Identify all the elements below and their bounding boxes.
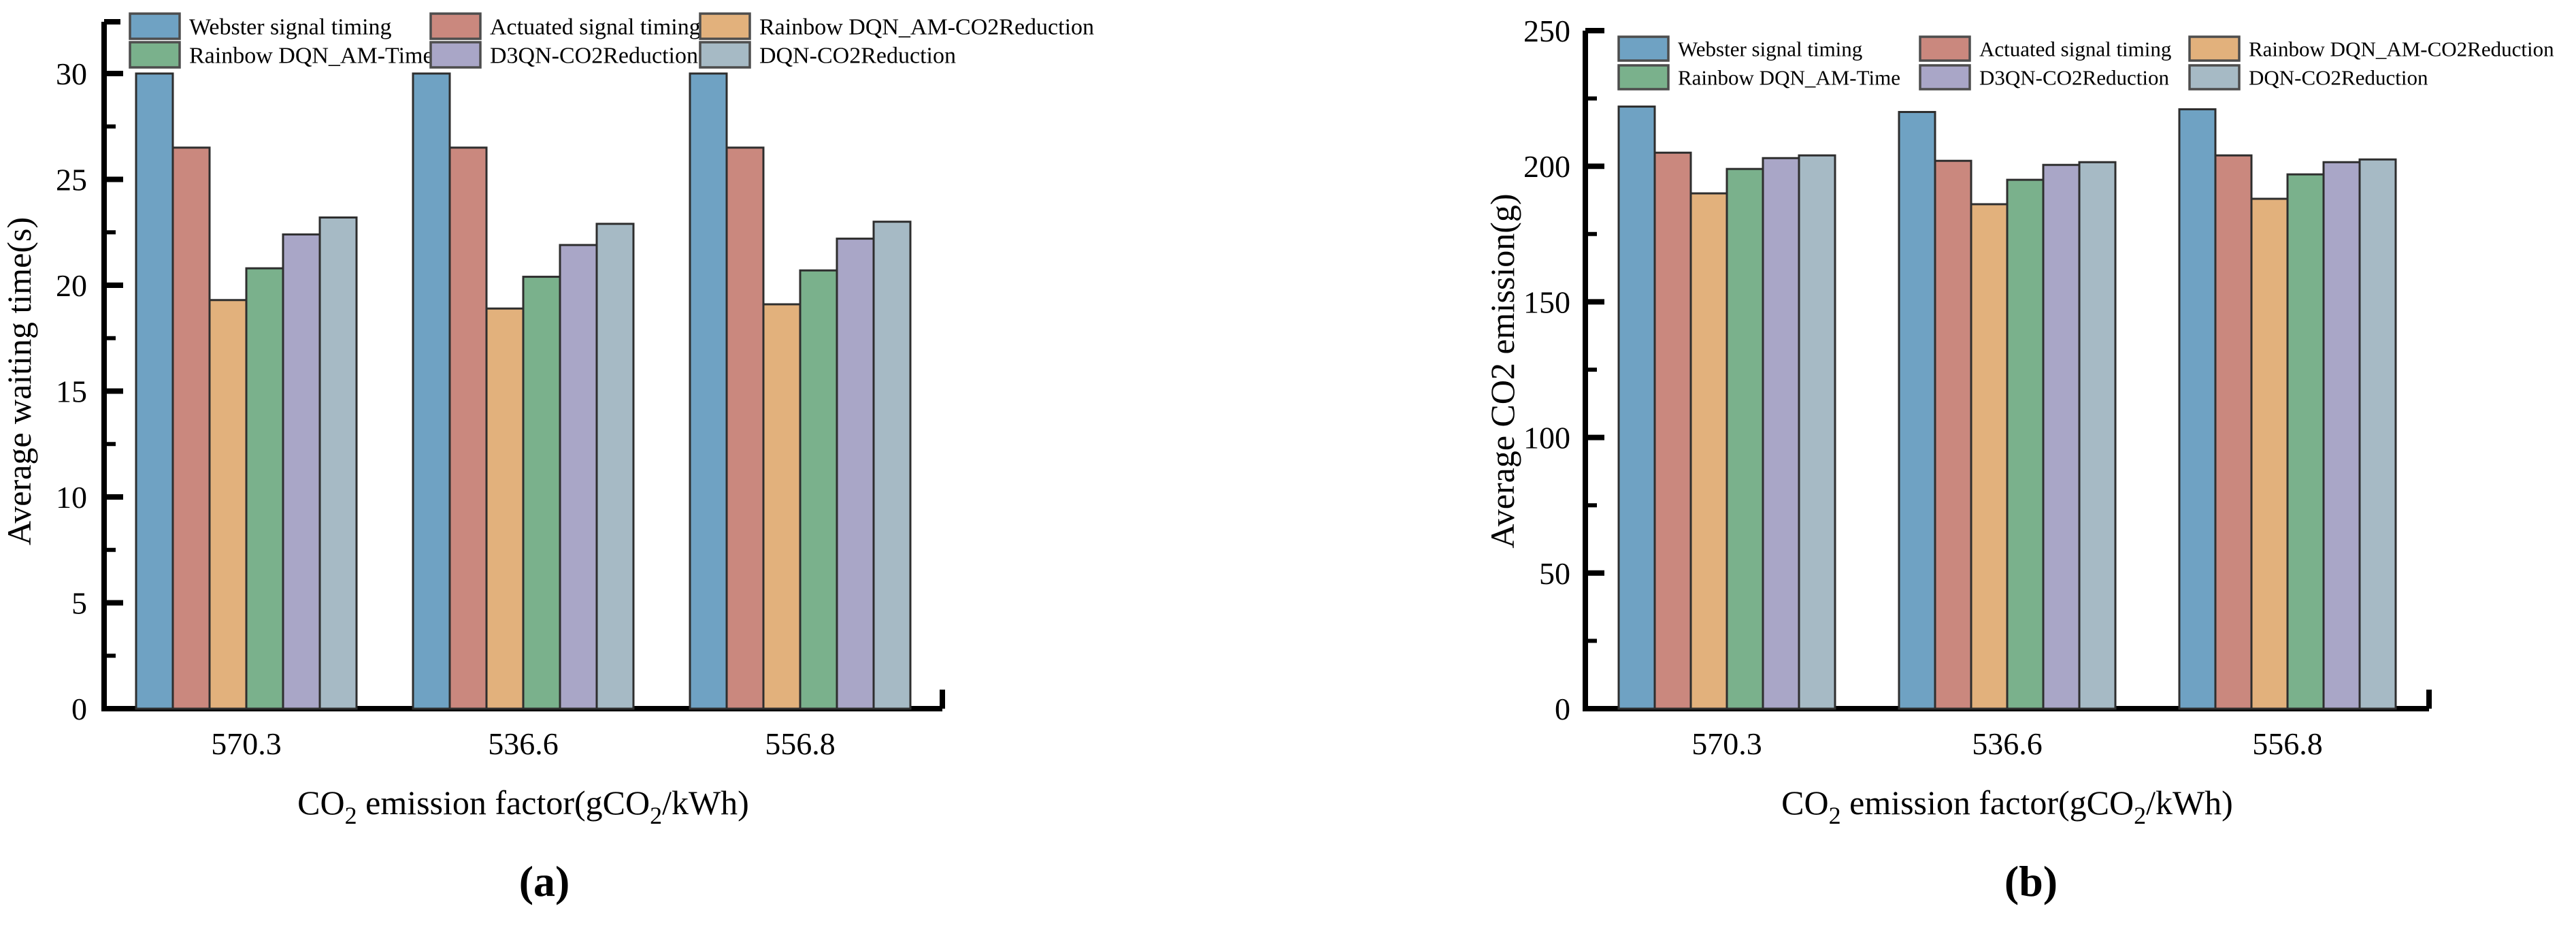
legend-label: Webster signal timing [1678,37,1862,61]
legend-swatch [429,41,482,69]
legend-label: Webster signal timing [189,15,392,40]
bar-webster-signal-timing-556.8 [689,72,728,710]
x-tick-label: 536.6 [1972,726,2043,761]
bar-rainbow-dqn-am-time-570.3 [1725,167,1764,710]
bar-rainbow-dqn-am-co2reduction-536.6 [485,307,525,710]
legend-label: D3QN-CO2Reduction [1979,66,2169,90]
bar-webster-signal-timing-536.6 [1898,111,1936,710]
legend-label: DQN-CO2Reduction [759,44,956,69]
y-tick-label: 20 [56,268,87,303]
legend-label: Rainbow DQN_AM-Time [189,44,433,69]
y-axis-title: Average waiting time(s) [0,217,38,545]
bar-rainbow-dqn-am-time-556.8 [2286,173,2325,710]
bar-dqn-co2reduction-556.8 [872,221,912,710]
legend-label: Rainbow DQN_AM-Time [1678,66,1900,90]
legend-label: DQN-CO2Reduction [2249,66,2428,90]
x-tick-label: 556.8 [2252,726,2323,761]
bar-dqn-co2reduction-536.6 [595,223,635,710]
y-tick-label: 25 [56,163,87,197]
x-axis-title: CO2 emission factor(gCO2/kWh) [1781,784,2233,829]
legend-swatch [699,12,751,40]
bar-actuated-signal-timing-536.6 [448,146,488,710]
x-tick-label: 536.6 [488,726,559,761]
bar-d3qn-co2reduction-556.8 [836,238,875,710]
legend-swatch [129,41,181,69]
legend-swatch [1617,64,1670,91]
legend-swatch [699,41,751,69]
y-tick-label: 50 [1539,556,1570,591]
bar-rainbow-dqn-am-co2reduction-570.3 [1689,192,1728,710]
bar-d3qn-co2reduction-570.3 [282,233,321,710]
legend-swatch [1617,35,1670,62]
bar-webster-signal-timing-570.3 [1617,106,1656,710]
legend-swatch [129,12,181,40]
y-tick-label: 30 [56,57,87,91]
legend-swatch [429,12,482,40]
bar-chart-panel-b: 0 50 100 150 200 250 570.3 536.6 556.8 CO2 emissi… [1483,14,2554,829]
bar-webster-signal-timing-570.3 [135,72,174,710]
panel-a-caption: (a) [518,857,570,905]
bar-actuated-signal-timing-556.8 [725,146,765,710]
x-axis-title: CO2 emission factor(gCO2/kWh) [297,784,749,829]
y-tick-label: 200 [1523,149,1570,184]
y-axis-title: Average CO2 emission(g) [1483,193,1521,548]
y-tick-label: 0 [71,692,87,726]
y-tick-label: 10 [56,480,87,515]
y-tick-label: 100 [1523,421,1570,455]
y-tick-label: 150 [1523,285,1570,319]
x-tick-label: 556.8 [765,726,836,761]
bar-actuated-signal-timing-556.8 [2214,154,2253,710]
bar-dqn-co2reduction-536.6 [2078,161,2117,710]
bar-rainbow-dqn-am-time-536.6 [522,276,561,710]
bar-rainbow-dqn-am-time-556.8 [799,269,838,710]
y-tick-label: 250 [1523,14,1570,48]
bar-webster-signal-timing-536.6 [412,72,451,710]
bar-rainbow-dqn-am-co2reduction-536.6 [1970,203,2009,710]
bar-rainbow-dqn-am-co2reduction-570.3 [208,299,248,710]
bar-rainbow-dqn-am-time-536.6 [2006,178,2045,710]
bar-d3qn-co2reduction-556.8 [2322,161,2361,710]
legend-label: Actuated signal timing [490,15,701,40]
bar-dqn-co2reduction-556.8 [2358,158,2397,710]
y-tick-label: 5 [71,586,87,621]
bar-actuated-signal-timing-570.3 [171,146,211,710]
bar-dqn-co2reduction-570.3 [1798,154,1836,710]
bar-rainbow-dqn-am-time-570.3 [245,267,284,710]
x-tick-label: 570.3 [1691,726,1762,761]
bar-rainbow-dqn-am-co2reduction-556.8 [2250,197,2289,710]
x-tick-label: 570.3 [211,726,282,761]
legend-swatch [1919,35,1971,62]
legend-swatch [2188,35,2241,62]
bar-d3qn-co2reduction-536.6 [559,244,598,710]
legend-label: Rainbow DQN_AM-CO2Reduction [2249,37,2554,61]
legend-swatch [1919,64,1971,91]
bar-actuated-signal-timing-536.6 [1934,159,1972,710]
bar-dqn-co2reduction-570.3 [318,216,358,710]
bar-d3qn-co2reduction-536.6 [2042,163,2081,710]
y-tick-label: 15 [56,374,87,409]
bar-actuated-signal-timing-570.3 [1653,151,1692,710]
legend-swatch [2188,64,2241,91]
legend-label: Rainbow DQN_AM-CO2Reduction [759,15,1094,40]
panel-b-caption: (b) [2004,857,2058,905]
bar-chart-panel-a: 0 5 10 15 20 25 30 570.3 536.6 556.8 CO2 emission … [0,12,1094,829]
bar-webster-signal-timing-556.8 [2178,108,2217,710]
legend-label: D3QN-CO2Reduction [490,44,698,69]
bar-rainbow-dqn-am-co2reduction-556.8 [762,303,802,710]
bar-d3qn-co2reduction-570.3 [1762,157,1800,710]
y-tick-label: 0 [1555,692,1570,726]
legend-label: Actuated signal timing [1979,37,2171,61]
